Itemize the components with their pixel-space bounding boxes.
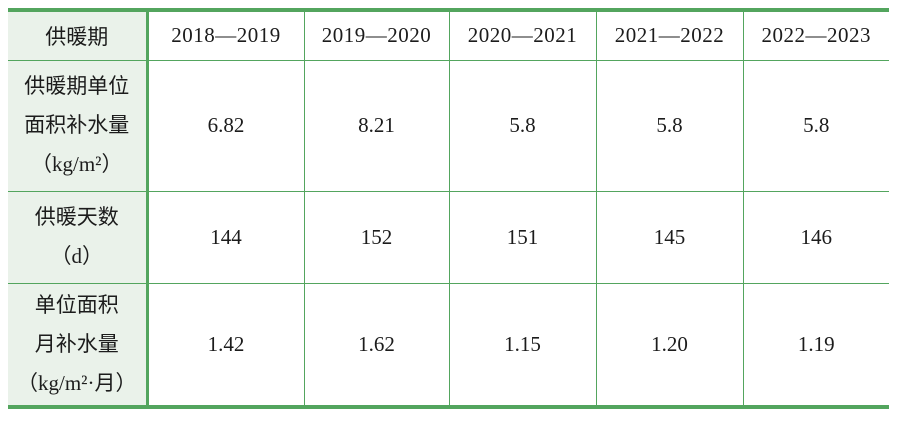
table-cell: 1.19 (742, 282, 889, 408)
table-cell: 5.8 (595, 59, 744, 192)
column-header-2019-2020: 2019—2020 (303, 9, 450, 61)
column-header-2021-2022: 2021—2022 (595, 9, 744, 61)
table-cell: 1.20 (595, 282, 744, 408)
column-header-2018-2019: 2018—2019 (146, 9, 305, 61)
table-row-water-per-area: 供暖期单位 面积补水量 （kg/m²） 6.82 8.21 5.8 5.8 5.… (8, 59, 889, 192)
table-cell: 1.62 (303, 282, 450, 408)
row-header-heating-days: 供暖天数 （d） (8, 190, 149, 284)
column-header-2022-2023: 2022—2023 (742, 9, 889, 61)
table-cell: 6.82 (146, 59, 305, 192)
table-cell: 152 (303, 190, 450, 284)
corner-header: 供暖期 (8, 9, 149, 61)
table-cell: 146 (742, 190, 889, 284)
row-header-water-per-area: 供暖期单位 面积补水量 （kg/m²） (8, 59, 149, 192)
table-cell: 1.15 (448, 282, 597, 408)
table-row-heating-days: 供暖天数 （d） 144 152 151 145 146 (8, 190, 889, 284)
row-header-monthly-water: 单位面积 月补水量 （kg/m²·月） (8, 282, 149, 408)
table-cell: 5.8 (742, 59, 889, 192)
table-cell: 145 (595, 190, 744, 284)
table-row-monthly-water: 单位面积 月补水量 （kg/m²·月） 1.42 1.62 1.15 1.20 … (8, 282, 889, 408)
heating-water-table: 供暖期 2018—2019 2019—2020 2020—2021 2021—2… (8, 8, 889, 409)
column-header-2020-2021: 2020—2021 (448, 9, 597, 61)
header-row: 供暖期 2018—2019 2019—2020 2020—2021 2021—2… (8, 9, 889, 61)
table-cell: 1.42 (146, 282, 305, 408)
table-cell: 5.8 (448, 59, 597, 192)
table-cell: 144 (146, 190, 305, 284)
table-cell: 151 (448, 190, 597, 284)
table-cell: 8.21 (303, 59, 450, 192)
